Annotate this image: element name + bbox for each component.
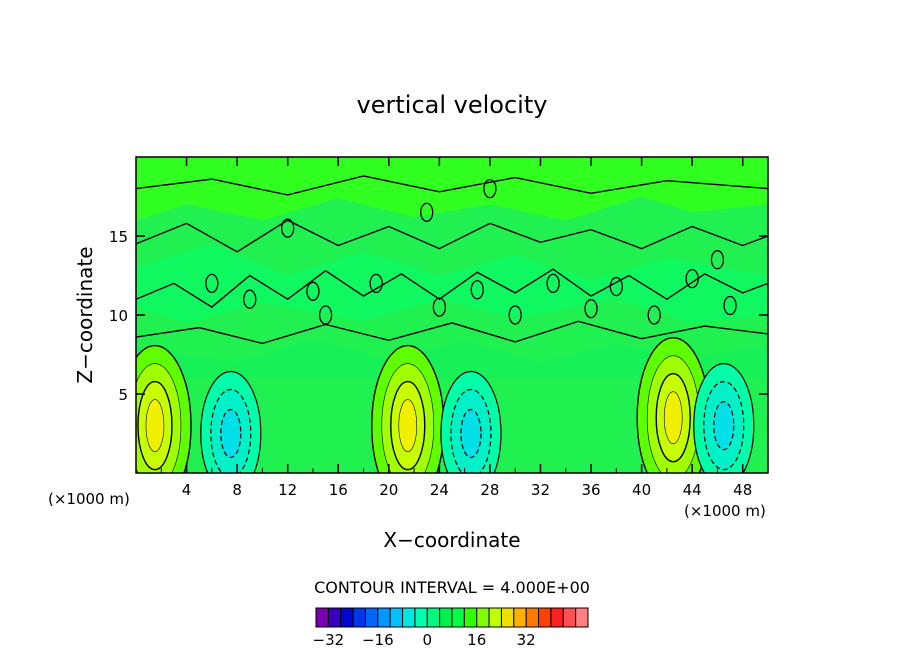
contour-cell xyxy=(318,305,333,325)
colorbar-swatch xyxy=(488,607,502,628)
updraft-contour xyxy=(398,399,418,452)
field-band xyxy=(136,338,768,379)
colorbar-swatch xyxy=(550,607,564,628)
colorbar-swatch xyxy=(364,607,379,628)
contour-cell xyxy=(369,273,383,294)
contour-cell xyxy=(584,299,598,319)
colorbar-swatch xyxy=(525,607,540,628)
colorbar-swatch xyxy=(500,607,515,628)
contour-cell xyxy=(723,295,737,316)
y-tick-label: 10 xyxy=(109,307,128,325)
x-tick-label: 36 xyxy=(581,481,600,499)
colorbar-tick-label: −32 xyxy=(313,631,345,649)
x-tick-label: 44 xyxy=(683,481,702,499)
colorbar-swatch xyxy=(439,607,453,628)
colorbar-swatch xyxy=(463,607,478,628)
x-tick-label: 8 xyxy=(232,481,242,499)
colorbar-tick-label: 0 xyxy=(422,631,432,649)
colorbar-swatch xyxy=(315,607,329,628)
contour-line xyxy=(136,268,768,308)
x-tick-label: 32 xyxy=(531,481,550,499)
contour-cell xyxy=(432,297,447,317)
colorbar-swatch xyxy=(327,607,342,628)
x-tick-label: 48 xyxy=(733,481,752,499)
downdraft-contour xyxy=(460,408,482,459)
x-tick-label: 28 xyxy=(480,481,499,499)
contour-cell xyxy=(609,276,623,297)
updraft-contour xyxy=(663,391,683,445)
x-unit-right: (×1000 m) xyxy=(684,502,766,520)
field-band xyxy=(136,157,768,221)
x-axis-ticks: 4 8 12 16 20 24 28 32 36 40 44 48 xyxy=(160,157,752,499)
chart-title: vertical velocity xyxy=(357,91,548,119)
x-axis-label: X−coordinate xyxy=(383,528,520,552)
x-tick-label: 20 xyxy=(379,481,398,499)
contour-cell xyxy=(647,305,661,325)
contour-line xyxy=(136,175,768,196)
x-tick-label: 12 xyxy=(278,481,297,499)
field-band xyxy=(136,243,768,323)
contour-cell xyxy=(483,178,497,199)
contour-interval-label: CONTOUR INTERVAL = 4.000E+00 xyxy=(314,578,590,597)
x-tick-label: 16 xyxy=(329,481,348,499)
colorbar-swatch xyxy=(340,607,354,628)
y-axis-label: Z−coordinate xyxy=(73,246,97,383)
x-unit-left: (×1000 m) xyxy=(48,490,130,508)
colorbar-swatch xyxy=(513,607,527,628)
contour-cell xyxy=(710,250,725,270)
colorbar-tick-label: 16 xyxy=(467,631,486,649)
y-axis-ticks: 5 10 15 xyxy=(109,228,768,404)
x-tick-label: 4 xyxy=(182,481,192,499)
contour-cell xyxy=(470,280,484,300)
colorbar-swatch xyxy=(389,607,404,628)
downdraft-contour xyxy=(220,408,242,459)
colorbar-swatch xyxy=(352,607,366,628)
contour-cell xyxy=(243,289,257,309)
contour-cell xyxy=(508,305,522,325)
colorbar-swatch xyxy=(476,607,490,628)
x-tick-label: 24 xyxy=(430,481,449,499)
colorbar-swatch xyxy=(575,607,589,628)
colorbar-tick-label: 32 xyxy=(517,631,536,649)
downdraft-contour xyxy=(713,401,735,451)
contour-line xyxy=(136,219,768,253)
colorbar-tick-label: −16 xyxy=(362,631,394,649)
y-tick-label: 15 xyxy=(109,228,128,246)
colorbar-swatch xyxy=(377,607,391,628)
colorbar-swatch xyxy=(414,607,428,628)
velocity-field xyxy=(136,157,768,473)
contour-cell xyxy=(685,269,699,289)
updraft-contour xyxy=(145,399,165,452)
colorbar: −32 −16 0 16 32 xyxy=(313,607,589,649)
x-tick-label: 40 xyxy=(632,481,651,499)
colorbar-swatch xyxy=(538,607,552,628)
contour-cell xyxy=(281,218,295,238)
colorbar-swatch xyxy=(562,607,577,628)
y-tick-label: 5 xyxy=(118,386,128,404)
colorbar-swatch xyxy=(451,607,465,628)
contour-cell xyxy=(306,281,320,301)
contour-line xyxy=(136,320,768,345)
contour-cell xyxy=(205,273,219,294)
contour-cell xyxy=(420,202,434,222)
colorbar-swatch xyxy=(426,607,441,628)
contour-cell xyxy=(546,273,560,294)
colorbar-swatch xyxy=(402,607,416,628)
